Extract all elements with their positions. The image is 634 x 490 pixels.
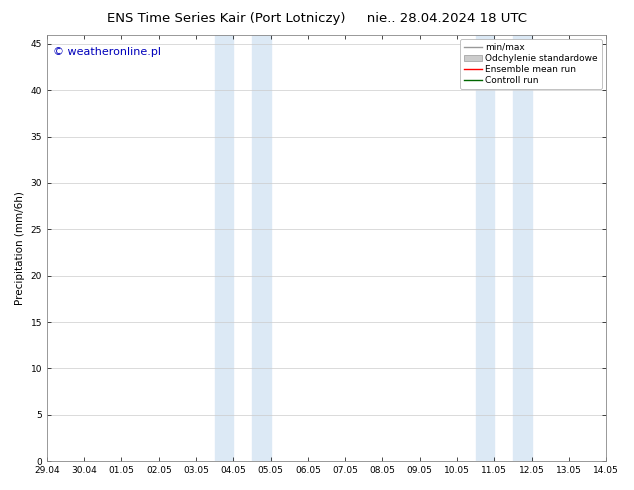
Bar — [513, 35, 531, 461]
Text: ENS Time Series Kair (Port Lotniczy)     nie.. 28.04.2024 18 UTC: ENS Time Series Kair (Port Lotniczy) nie… — [107, 12, 527, 25]
Bar — [252, 35, 271, 461]
Y-axis label: Precipitation (mm/6h): Precipitation (mm/6h) — [15, 191, 25, 305]
Bar — [215, 35, 233, 461]
Bar — [476, 35, 495, 461]
Text: © weatheronline.pl: © weatheronline.pl — [53, 48, 160, 57]
Legend: min/max, Odchylenie standardowe, Ensemble mean run, Controll run: min/max, Odchylenie standardowe, Ensembl… — [460, 39, 602, 89]
